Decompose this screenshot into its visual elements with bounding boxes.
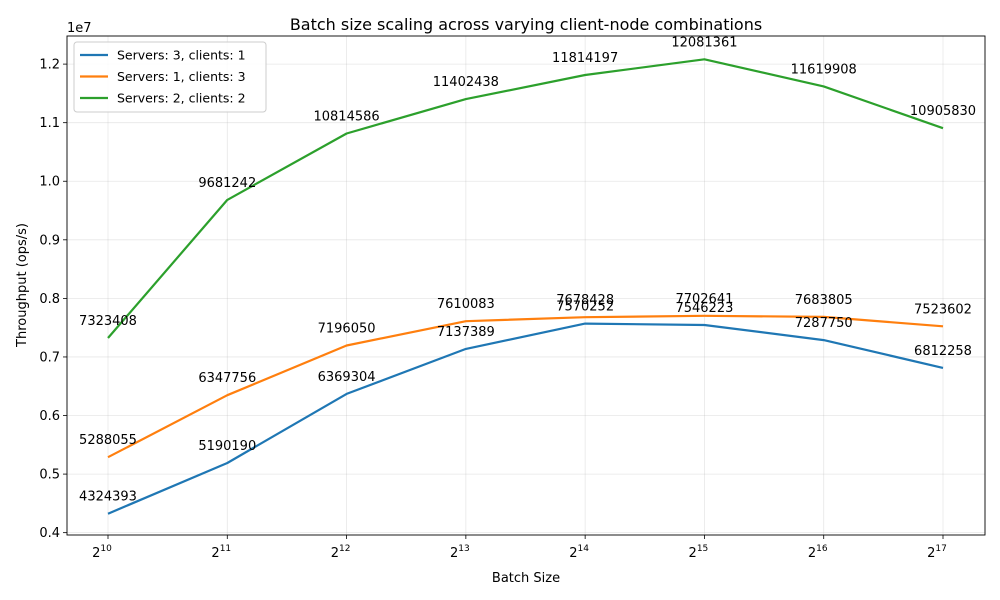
data-label: 7683805 bbox=[795, 293, 853, 308]
x-tick-label: 215 bbox=[689, 544, 709, 561]
y-axis-label: Throughput (ops/s) bbox=[15, 223, 30, 348]
x-tick-label: 217 bbox=[927, 544, 947, 561]
x-tick-label: 211 bbox=[211, 544, 231, 561]
data-label: 12081361 bbox=[671, 35, 737, 50]
legend-label: Servers: 1, clients: 3 bbox=[117, 69, 246, 84]
x-tick-label: 210 bbox=[92, 544, 112, 561]
chart-title: Batch size scaling across varying client… bbox=[290, 15, 762, 34]
legend-box bbox=[73, 41, 267, 113]
series-line bbox=[107, 314, 944, 459]
data-label: 6369304 bbox=[318, 370, 376, 385]
data-label: 11814197 bbox=[552, 51, 618, 66]
legend-label: Servers: 3, clients: 1 bbox=[117, 48, 246, 63]
data-label: 7137389 bbox=[437, 325, 495, 340]
data-label: 10814586 bbox=[313, 110, 379, 125]
y-tick-label: 1.0 bbox=[39, 175, 60, 190]
x-tick-label: 216 bbox=[808, 544, 828, 561]
series-line bbox=[107, 322, 944, 515]
data-label: 5288055 bbox=[79, 433, 137, 448]
data-label: 7702641 bbox=[675, 292, 733, 307]
x-axis-label: Batch Size bbox=[492, 571, 560, 586]
data-label: 5190190 bbox=[198, 439, 256, 454]
data-label: 7546223 bbox=[675, 301, 733, 316]
data-label: 7523602 bbox=[914, 302, 972, 317]
grid-lines bbox=[67, 36, 985, 535]
legend: Servers: 3, clients: 1 Servers: 1, client… bbox=[73, 41, 267, 113]
y-tick-label: 1.1 bbox=[39, 116, 60, 131]
data-label: 11619908 bbox=[791, 62, 857, 77]
y-tick-label: 0.4 bbox=[39, 526, 60, 541]
data-label: 7570252 bbox=[556, 300, 614, 315]
y-tick-label: 0.8 bbox=[39, 292, 60, 307]
x-axis-ticks: 210 211 212 213 214 215 216 217 bbox=[92, 535, 947, 561]
data-label: 7287750 bbox=[795, 316, 853, 331]
data-label: 11402438 bbox=[433, 75, 499, 90]
legend-label: Servers: 2, clients: 2 bbox=[117, 91, 246, 106]
data-label: 9681242 bbox=[198, 176, 256, 191]
plot-frame bbox=[66, 35, 986, 536]
y-tick-label: 0.5 bbox=[39, 468, 60, 483]
data-label: 7610083 bbox=[437, 297, 495, 312]
x-tick-label: 214 bbox=[569, 544, 589, 561]
y-offset-label: 1e7 bbox=[67, 21, 92, 36]
data-label: 7323408 bbox=[79, 314, 137, 329]
data-label: 6347756 bbox=[198, 371, 256, 386]
data-label: 7196050 bbox=[318, 321, 376, 336]
y-tick-label: 1.2 bbox=[39, 58, 60, 73]
y-tick-label: 0.7 bbox=[39, 350, 60, 365]
y-axis-ticks: 0.4 0.5 0.6 0.7 0.8 0.9 1.0 1.1 1.2 bbox=[39, 58, 67, 541]
y-tick-label: 0.9 bbox=[39, 233, 60, 248]
x-tick-label: 213 bbox=[450, 544, 470, 561]
series-lines bbox=[107, 58, 944, 515]
data-labels: 4324393 5190190 6369304 7137389 7570252 75462… bbox=[79, 35, 976, 504]
data-label: 10905830 bbox=[910, 104, 976, 119]
y-tick-label: 0.6 bbox=[39, 409, 60, 424]
series-line bbox=[107, 58, 944, 339]
x-tick-label: 212 bbox=[331, 544, 351, 561]
data-label: 4324393 bbox=[79, 490, 137, 505]
data-label: 7678428 bbox=[556, 293, 614, 308]
data-label: 6812258 bbox=[914, 344, 972, 359]
